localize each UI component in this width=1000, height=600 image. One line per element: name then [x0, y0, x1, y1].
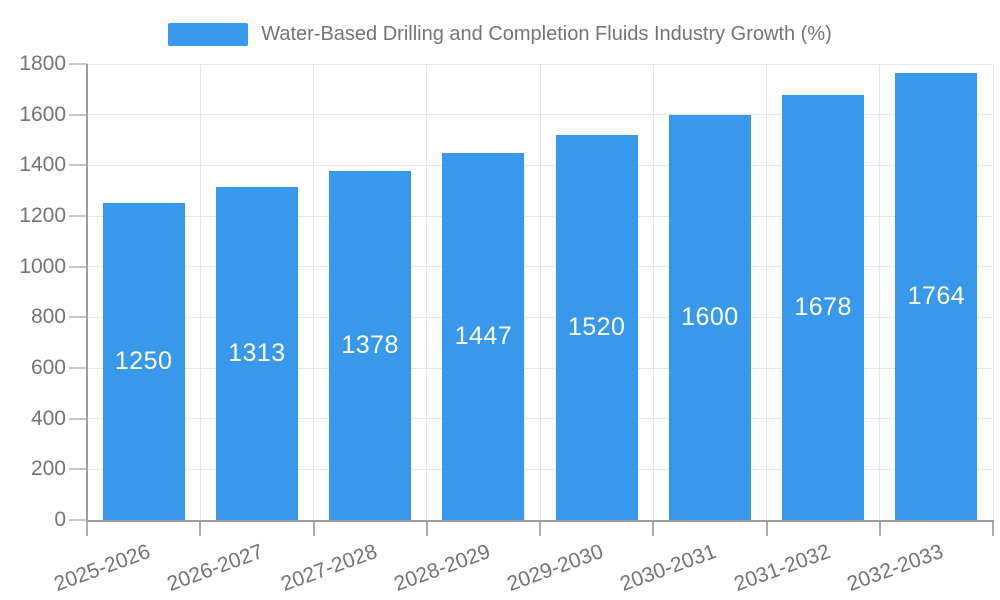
y-tick-1400: [69, 164, 87, 167]
y-tick-label-1400: 1400: [19, 153, 66, 177]
bar-2027-2028: 1378: [329, 170, 412, 520]
bar-2032-2033: 1764: [895, 73, 978, 520]
gridline-v-3: [426, 64, 428, 520]
y-tick-label-0: 0: [54, 508, 66, 531]
x-category-label: 2032-2033: [843, 540, 947, 596]
x-category-label: 2029-2030: [504, 540, 607, 596]
bar-2031-2032: 1678: [782, 94, 865, 520]
gridline-v-5: [652, 64, 654, 520]
gridline-v-8: [992, 64, 994, 520]
gridline-v-7: [879, 64, 881, 520]
y-tick-1200: [69, 215, 87, 217]
gridline-v-2: [313, 64, 314, 520]
x-category-label: 2031-2032: [730, 540, 833, 596]
y-tick-800: [69, 316, 87, 319]
x-tick-7: [878, 521, 881, 536]
x-tick-6: [765, 521, 768, 536]
x-category-label: 2030-2031: [617, 540, 720, 596]
y-tick-1600: [69, 113, 87, 116]
x-category-label: 2025-2026: [51, 540, 154, 596]
bar-2029-2030: 1520: [555, 134, 638, 520]
bar-value-label: 1447: [454, 322, 513, 351]
x-tick-0: [86, 521, 88, 536]
x-axis-line: [86, 520, 994, 522]
y-tick-label-1600: 1600: [19, 102, 66, 126]
x-tick-5: [652, 521, 655, 536]
bar-2025-2026: 1250: [102, 203, 185, 520]
gridline-v-1: [199, 64, 201, 520]
y-tick-600: [69, 367, 87, 369]
y-tick-1000: [69, 265, 87, 268]
bar-value-label: 1764: [907, 282, 966, 311]
gridline-v-4: [539, 64, 541, 520]
x-category-label: 2027-2028: [277, 540, 380, 596]
bar-value-label: 1520: [567, 312, 626, 341]
bar-value-label: 1313: [228, 339, 286, 368]
y-tick-400: [69, 417, 87, 420]
bar-value-label: 1678: [794, 292, 852, 321]
bar-2030-2031: 1600: [668, 114, 751, 520]
gridline-v-6: [766, 64, 767, 520]
y-axis-line: [86, 64, 88, 522]
bar-2028-2029: 1447: [442, 153, 525, 520]
y-tick-label-1200: 1200: [19, 204, 66, 227]
x-tick-4: [539, 521, 541, 536]
bar-value-label: 1378: [341, 330, 399, 359]
y-tick-label-1800: 1800: [19, 52, 66, 75]
x-tick-8: [992, 521, 994, 536]
y-tick-label-400: 400: [30, 406, 66, 430]
y-tick-200: [69, 468, 87, 471]
y-tick-label-600: 600: [30, 356, 66, 379]
bar-value-label: 1250: [114, 347, 173, 376]
x-tick-2: [312, 521, 315, 536]
y-tick-0: [69, 519, 87, 521]
x-category-label: 2028-2029: [390, 540, 494, 596]
bar-2026-2027: 1313: [215, 187, 298, 520]
y-tick-label-200: 200: [30, 457, 66, 481]
x-tick-1: [199, 521, 202, 536]
y-tick-1800: [69, 63, 87, 65]
legend-item[interactable]: Water-Based Drilling and Completion Flui…: [0, 20, 1000, 48]
legend-swatch: [168, 22, 249, 46]
y-tick-label-1000: 1000: [19, 254, 66, 278]
bar-value-label: 1600: [681, 302, 739, 331]
y-tick-label-800: 800: [30, 305, 66, 329]
legend-label: Water-Based Drilling and Completion Flui…: [261, 22, 832, 45]
x-tick-3: [425, 521, 428, 536]
x-category-label: 2026-2027: [164, 540, 267, 596]
